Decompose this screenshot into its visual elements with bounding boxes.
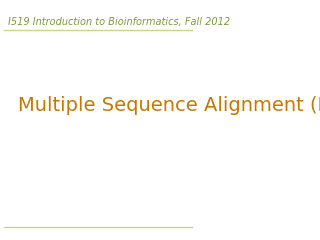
Text: Multiple Sequence Alignment (MSA): Multiple Sequence Alignment (MSA) <box>18 96 320 115</box>
Text: I519 Introduction to Bioinformatics, Fall 2012: I519 Introduction to Bioinformatics, Fal… <box>8 17 230 27</box>
